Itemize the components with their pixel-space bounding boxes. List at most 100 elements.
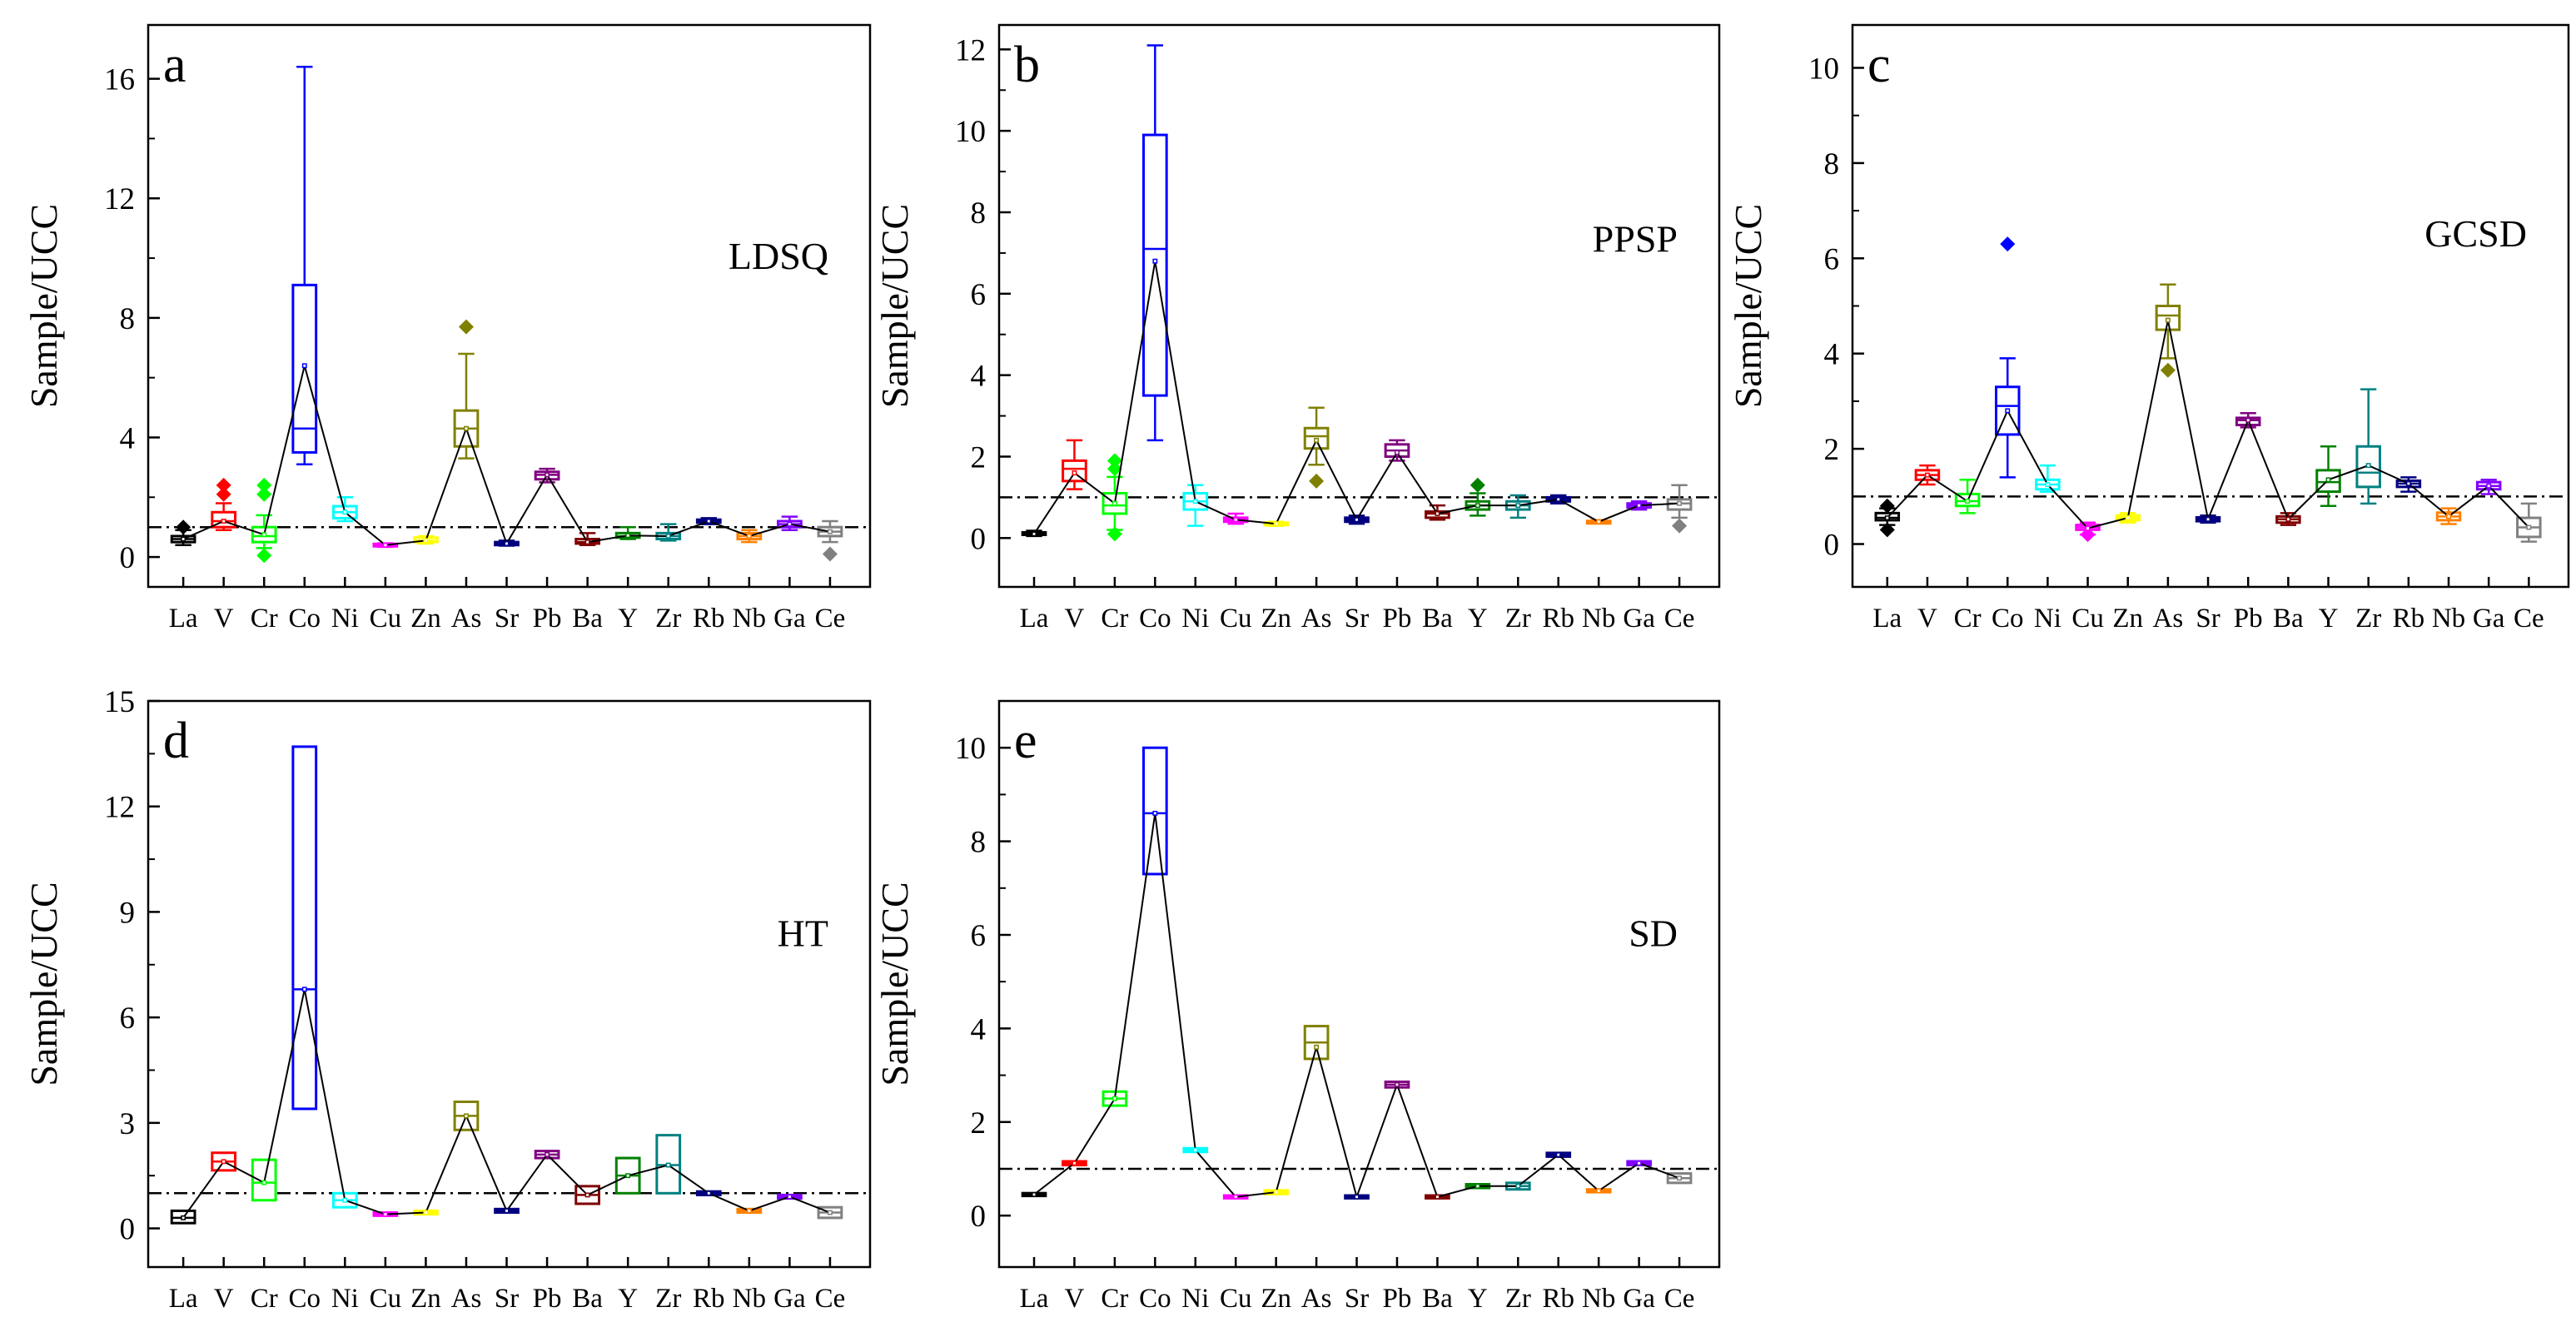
mean-point — [1474, 1183, 1480, 1189]
panel-c: 0 2 4 6 8 10 Sample/UCC c GCSD La V Cr Co Ni Cu Zn As Sr P… — [1727, 23, 2570, 634]
y-tick-label: 10 — [955, 115, 986, 149]
panel-letter: e — [1014, 713, 1037, 769]
x-category-label: La — [1872, 604, 1902, 634]
outlier-point — [1309, 473, 1325, 489]
x-category-label: Sr — [495, 1284, 519, 1314]
plot-frame — [147, 23, 872, 589]
outlier-point — [458, 319, 474, 335]
x-category-label: Sr — [1345, 604, 1369, 634]
x-category-label: Cr — [251, 1284, 278, 1314]
x-category-label: Nb — [733, 1284, 766, 1314]
y-tick-label: 10 — [1808, 52, 1839, 86]
mean-point — [1072, 1160, 1077, 1166]
mean-point — [787, 521, 793, 527]
y-axis-label: Sample/UCC — [873, 204, 916, 408]
mean-line — [1033, 261, 1680, 534]
mean-point — [2325, 477, 2331, 483]
mean-point — [1192, 1147, 1198, 1153]
y-tick-label: 0 — [120, 541, 136, 575]
x-category-label: As — [2153, 604, 2184, 634]
y-tick-label: 4 — [120, 421, 136, 455]
mean-point — [1884, 515, 1890, 521]
outlier-point — [2000, 236, 2016, 252]
mean-point — [1555, 1152, 1561, 1158]
mean-point — [342, 1197, 348, 1203]
site-label: GCSD — [2424, 212, 2527, 255]
y-tick-label: 6 — [1824, 242, 1840, 276]
mean-point — [827, 1210, 833, 1215]
x-category-label: Ce — [815, 1284, 846, 1314]
y-axis-label: Sample/UCC — [1727, 204, 1769, 408]
y-tick-label: 0 — [971, 522, 987, 556]
mean-point — [1636, 1160, 1642, 1166]
mean-point — [584, 539, 590, 545]
x-category-label: V — [1917, 604, 1937, 634]
x-category-label: Zr — [655, 1284, 681, 1314]
x-category-label: Nb — [1582, 1284, 1615, 1314]
x-category-label: Cr — [1101, 604, 1128, 634]
x-category-label: Y — [1468, 604, 1488, 634]
x-category-label: Rb — [2393, 604, 2425, 634]
y-tick-label: 15 — [104, 685, 135, 719]
x-category-label: Ba — [1422, 1284, 1453, 1314]
x-category-label: Zn — [2112, 604, 2143, 634]
mean-point — [464, 425, 469, 431]
mean-point — [2486, 483, 2492, 489]
mean-point — [1273, 521, 1279, 527]
mean-point — [1032, 1191, 1037, 1197]
x-category-label: V — [1065, 604, 1085, 634]
mean-point — [545, 1151, 550, 1157]
x-category-label: Cr — [1101, 1284, 1128, 1314]
x-category-label: Pb — [1383, 604, 1412, 634]
mean-point — [504, 1208, 510, 1214]
outlier-point — [1879, 522, 1895, 538]
mean-point — [504, 540, 510, 546]
x-category-label: Y — [618, 1284, 638, 1314]
y-tick-label: 3 — [120, 1107, 136, 1141]
mean-point — [1515, 503, 1521, 509]
mean-point — [2125, 515, 2131, 521]
box-Co — [1141, 746, 1168, 876]
box-Ce — [1666, 484, 1693, 534]
panel-letter: c — [1867, 37, 1891, 93]
y-axis-label: Sample/UCC — [22, 882, 65, 1086]
x-category-label: Ba — [572, 604, 603, 634]
outlier-point — [256, 477, 272, 493]
plot-frame — [147, 699, 872, 1269]
mean-point — [1314, 437, 1320, 443]
x-category-label: Ga — [1623, 1284, 1655, 1314]
x-category-label: Ni — [1181, 1284, 1209, 1314]
mean-point — [2365, 463, 2371, 469]
site-label: LDSQ — [729, 235, 828, 277]
mean-point — [181, 1215, 186, 1220]
mean-point — [1435, 1194, 1440, 1200]
x-category-label: Co — [1139, 604, 1171, 634]
box-V — [1062, 439, 1087, 490]
y-tick-label: 6 — [971, 919, 987, 953]
y-tick-label: 4 — [1824, 338, 1840, 372]
x-category-label: Sr — [1345, 1284, 1369, 1314]
y-tick-label: 12 — [104, 791, 135, 825]
x-category-label: Zn — [1261, 1284, 1291, 1314]
box-Y — [2315, 445, 2341, 508]
x-category-label: V — [1065, 1284, 1085, 1314]
x-category-label: Nb — [2432, 604, 2465, 634]
mean-point — [706, 519, 712, 524]
y-axis-label: Sample/UCC — [873, 882, 916, 1086]
panel-letter: a — [163, 37, 186, 93]
panel-b: 0 2 4 6 8 10 12 Sample/UCC b PPSP La V Cr Co Ni Cu Zn As S… — [873, 23, 1721, 634]
x-category-label: Ga — [1623, 604, 1655, 634]
x-category-label: Y — [618, 604, 638, 634]
outlier-point — [2160, 362, 2176, 378]
x-category-label: Zn — [1261, 604, 1291, 634]
x-category-label: Co — [1139, 1284, 1171, 1314]
mean-point — [665, 534, 671, 539]
mean-point — [221, 1159, 226, 1165]
outlier-point — [216, 486, 231, 502]
x-category-label: La — [1020, 1284, 1049, 1314]
x-category-label: Zr — [655, 604, 681, 634]
plot-frame — [997, 23, 1721, 589]
mean-point — [382, 542, 388, 548]
x-category-label: As — [451, 1284, 482, 1314]
